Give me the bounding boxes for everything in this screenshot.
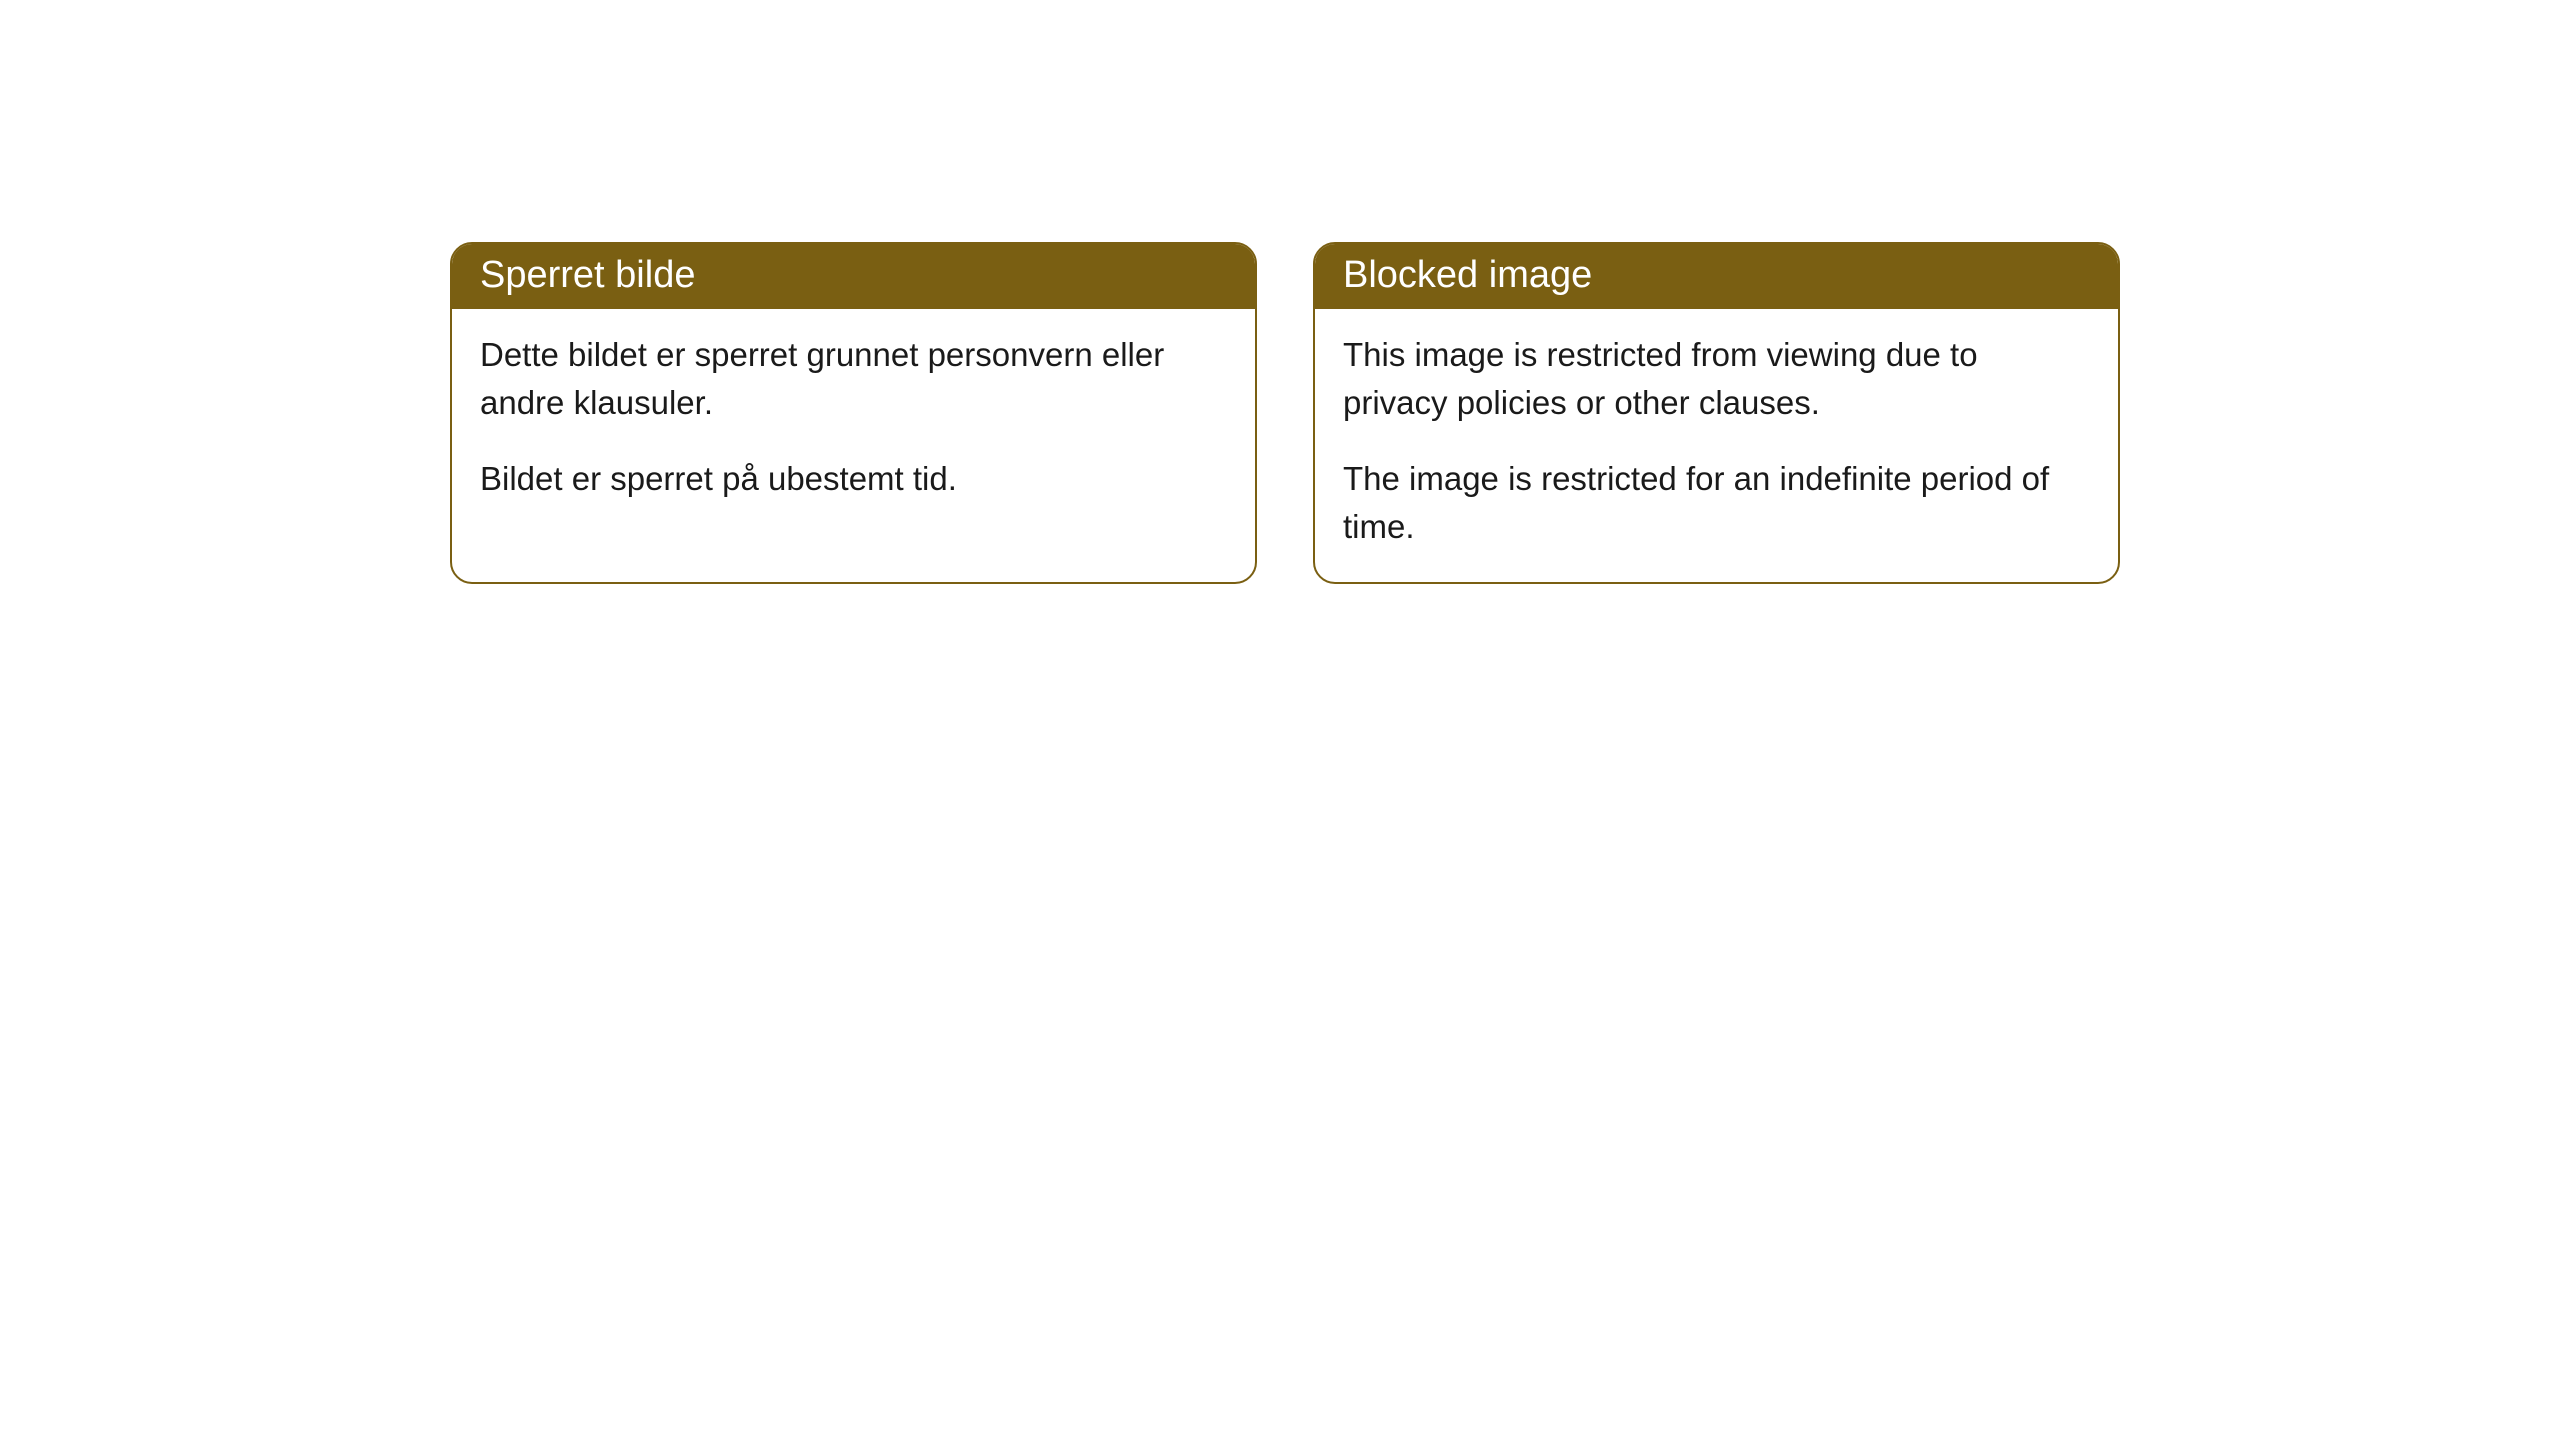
blocked-image-card-norwegian: Sperret bilde Dette bildet er sperret gr… [450,242,1257,584]
card-header-english: Blocked image [1315,244,2118,309]
card-paragraph-2: Bildet er sperret på ubestemt tid. [480,455,1227,503]
card-paragraph-1: Dette bildet er sperret grunnet personve… [480,331,1227,427]
card-title: Sperret bilde [480,254,695,296]
card-title: Blocked image [1343,254,1592,296]
card-paragraph-2: The image is restricted for an indefinit… [1343,455,2090,551]
card-paragraph-1: This image is restricted from viewing du… [1343,331,2090,427]
card-body-english: This image is restricted from viewing du… [1315,309,2118,582]
cards-container: Sperret bilde Dette bildet er sperret gr… [0,0,2560,584]
blocked-image-card-english: Blocked image This image is restricted f… [1313,242,2120,584]
card-header-norwegian: Sperret bilde [452,244,1255,309]
card-body-norwegian: Dette bildet er sperret grunnet personve… [452,309,1255,535]
